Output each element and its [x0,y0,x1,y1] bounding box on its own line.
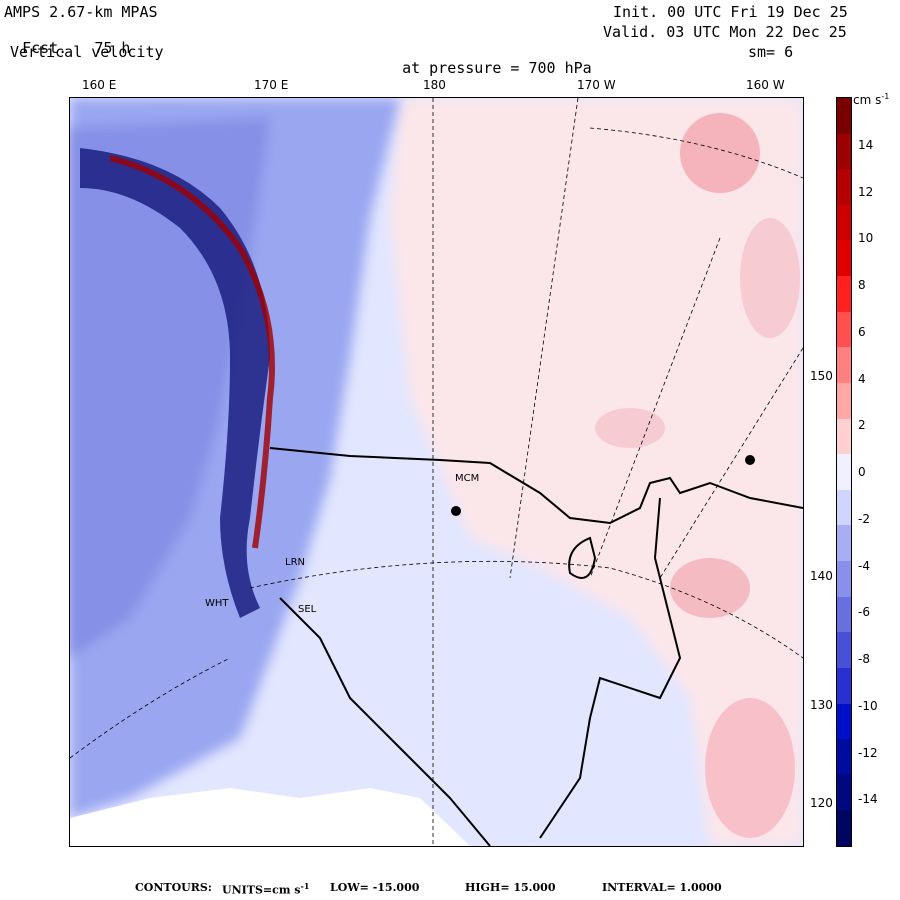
colorbar-units-exp: -1 [881,92,890,101]
colorbar-segment [837,382,851,420]
colorbar-segment [837,169,851,206]
colorbar-segment [837,204,851,241]
footer-units: UNITS=cm s-1 [222,881,309,897]
colorbar-tick-label: -2 [858,511,870,526]
fcst-label: Fcst. [22,39,68,57]
station-dot [451,506,461,516]
footer-contours-label: CONTOURS: [135,881,212,894]
colorbar-segment [837,133,851,170]
colorbar-segment [837,418,851,455]
colorbar-segment [837,98,851,135]
colorbar-segment [837,347,851,384]
colorbar-segment [837,489,851,526]
pressure-value: 700 hPa [528,59,592,77]
meridian-150w [659,347,803,579]
station-dot [745,455,755,465]
lon-label-170w: 170 W [577,78,616,92]
colorbar-segment [837,632,851,669]
coastline [269,447,803,525]
colorbar-tick-label: 8 [858,278,866,292]
vertical-velocity-map [70,98,803,846]
graticule [70,98,803,846]
colorbar-tick-label: 10 [858,231,874,246]
colorbar-segment [837,276,851,313]
parallel-arc [249,560,803,659]
colorbar-segment [837,454,851,491]
colorbar-tick-label: -6 [858,605,870,620]
ocean-mask [70,788,470,846]
pressure-level: at pressure = 700 hPa [384,44,592,76]
station-mcm: MCM [455,473,480,484]
colorbar-tick-label: 6 [858,324,866,339]
colorbar-segment [837,667,851,704]
colorbar-tick-label: 4 [858,371,866,386]
footer-high: HIGH= 15.000 [465,881,556,894]
colorbar-segment [837,525,851,562]
colorbar-segment [837,240,851,277]
footer-units-exp: -1 [300,881,310,891]
map-panel [69,97,804,847]
parallel-arc [70,657,231,759]
colorbar [836,97,852,847]
positive-patch [670,558,750,618]
colorbar-segment [837,739,851,776]
colorbar-segment [837,703,851,740]
positive-patch [740,218,800,338]
positive-patch [705,698,795,838]
colorbar-tick-label: 2 [858,418,866,433]
lon-label-160e: 160 E [82,78,117,92]
coastline-west [279,597,491,846]
colorbar-tick-label: -10 [858,698,878,713]
smoothing-label: sm= 6 [748,43,794,61]
lon-label-170e: 170 E [254,78,289,92]
pressure-label: at pressure = [402,59,520,77]
station-lrn: LRN [285,557,305,568]
colorbar-segment [837,596,851,633]
colorbar-tick-label: -14 [858,792,878,807]
forecast-hour: Fcst. 75 h [4,24,130,56]
colorbar-tick-label: -12 [858,745,878,760]
grounding-line [539,497,682,839]
colorbar-tick-label: 14 [858,137,874,152]
mountain-band [80,148,270,618]
field-name: Vertical velocity [10,43,164,61]
colorbar-units: cm s-1 [853,92,889,107]
mountain-updraft-band [109,155,275,549]
colorbar-tick-label: -8 [858,652,870,666]
positive-patch [680,113,760,193]
colorbar-units-text: cm s [853,93,882,107]
model-title: AMPS 2.67-km MPAS [4,3,158,21]
positive-patch [595,408,665,448]
roosevelt-island [568,536,597,579]
valid-time: Valid. 03 UTC Mon 22 Dec 25 [603,23,847,41]
footer-units-text: UNITS=cm s [222,883,301,897]
station-wht: WHT [205,598,229,609]
colorbar-segment [837,561,851,598]
colorbar-segment [837,311,851,348]
meridian-160w [589,237,721,579]
meridian-170w [509,98,579,579]
footer-interval: INTERVAL= 1.0000 [602,881,722,894]
init-time: Init. 00 UTC Fri 19 Dec 25 [613,3,848,21]
fcst-value: 75 h [94,39,131,57]
parallel-arc [589,127,803,179]
colorbar-tick-label: 0 [858,465,866,479]
colorbar-tick-label: 12 [858,184,874,199]
positive-region [390,98,803,846]
colorbar-segment [837,810,851,847]
colorbar-segment [837,774,851,811]
colorbar-tick-label: -4 [858,558,870,573]
footer-low: LOW= -15.000 [330,881,420,894]
station-sel: SEL [298,604,317,615]
lon-label-160w: 160 W [746,78,785,92]
lon-label-180: 180 [423,78,446,92]
